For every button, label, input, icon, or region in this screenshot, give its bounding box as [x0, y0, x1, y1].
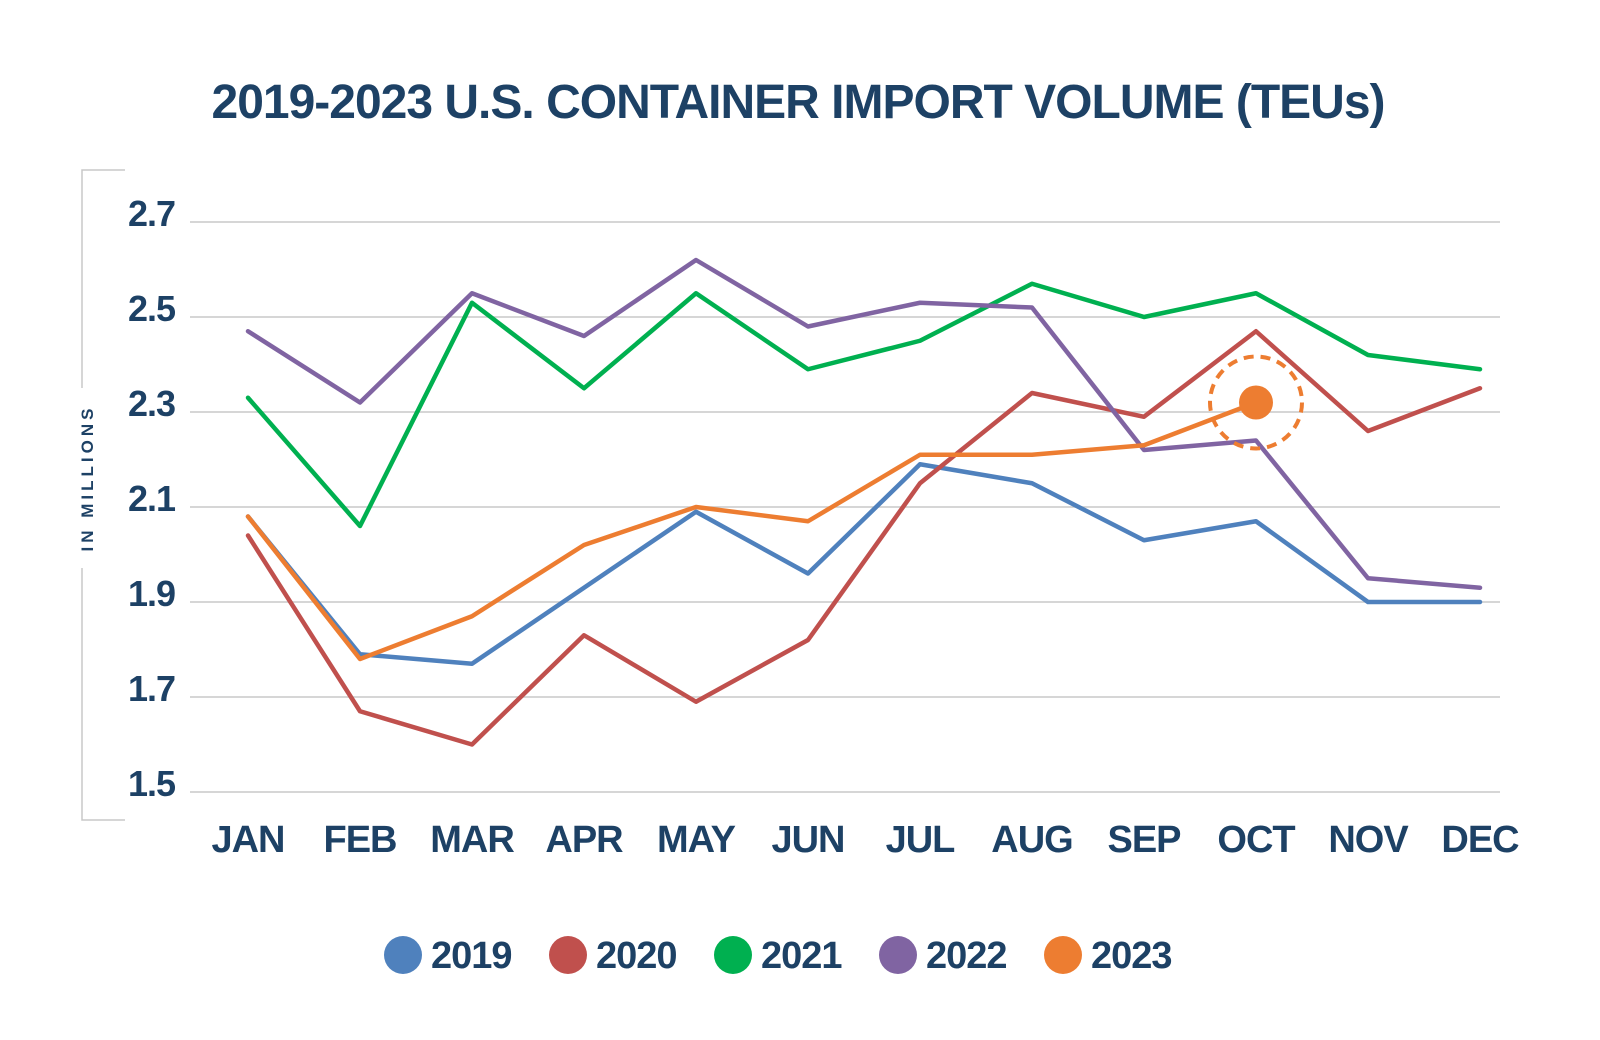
y-tick-label: 1.9: [128, 573, 175, 614]
x-tick-label: SEP: [1107, 819, 1181, 861]
x-tick-label: DEC: [1441, 819, 1519, 861]
x-tick-label: OCT: [1217, 819, 1295, 861]
x-tick-label: APR: [545, 819, 623, 861]
y-axis-bracket: [81, 169, 125, 821]
legend-swatch-2021: [714, 936, 752, 974]
legend-swatch-2023: [1044, 936, 1082, 974]
x-tick-label: MAR: [430, 819, 514, 861]
series-lines: [245, 257, 1483, 747]
legend-label: 2023: [1091, 935, 1172, 977]
highlight-point: [1239, 385, 1273, 420]
x-tick-labels: JAN FEB MAR APR MAY JUN JUL AUG SEP OCT NOV DEC: [211, 819, 1520, 861]
series-line-2021: [245, 281, 1483, 529]
legend-label: 2021: [761, 935, 842, 977]
y-tick-label: 1.5: [128, 763, 176, 804]
legend-swatch-2019: [384, 936, 422, 974]
y-tick-label: 2.1: [128, 478, 176, 519]
y-tick-labels: 2.7 2.5 2.3 2.1 1.9 1.7 1.5: [128, 193, 177, 804]
x-tick-label: NOV: [1328, 819, 1409, 861]
series-line-2023: [245, 400, 1259, 662]
x-tick-label: MAY: [657, 819, 736, 861]
highlight-marker: [1208, 354, 1304, 451]
series-line-2022: [245, 257, 1483, 590]
legend-label: 2022: [926, 935, 1007, 977]
x-tick-label: JAN: [211, 819, 284, 861]
y-axis-label: IN MILLIONS: [78, 405, 97, 552]
gridlines: [190, 221, 1500, 793]
legend-swatch-2022: [879, 936, 917, 974]
legend-label: 2020: [596, 935, 677, 977]
series-line-2020: [245, 329, 1483, 747]
legend-swatch-2020: [549, 936, 587, 974]
y-tick-label: 2.7: [128, 193, 175, 234]
x-tick-label: JUL: [886, 819, 956, 861]
series-line-2019: [245, 462, 1483, 666]
legend-label: 2019: [431, 935, 512, 977]
x-tick-label: FEB: [324, 819, 397, 861]
x-tick-label: JUN: [771, 819, 844, 861]
chart-title: 2019-2023 U.S. CONTAINER IMPORT VOLUME (…: [212, 76, 1385, 129]
y-tick-label: 2.5: [128, 288, 176, 329]
highlight-ring: [1208, 354, 1304, 451]
y-tick-label: 2.3: [128, 383, 175, 424]
x-tick-label: AUG: [991, 819, 1072, 861]
legend: 2019 2020 2021 2022 2023: [384, 935, 1173, 977]
y-tick-label: 1.7: [128, 668, 175, 709]
